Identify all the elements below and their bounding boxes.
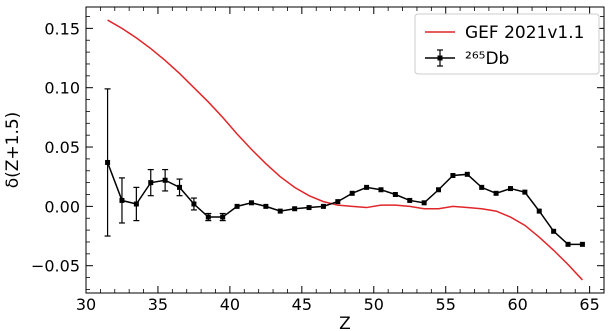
db-point <box>177 184 183 190</box>
db-point <box>407 197 413 203</box>
db-point <box>464 171 470 177</box>
db-point <box>565 241 571 247</box>
x-tick-label: 60 <box>507 295 527 314</box>
plot-layer <box>104 19 585 281</box>
db-point <box>378 187 384 193</box>
db-point <box>479 184 485 190</box>
db-point <box>436 187 442 193</box>
x-tick-label: 45 <box>292 295 312 314</box>
x-tick-label: 40 <box>220 295 240 314</box>
legend-db-swatch <box>425 49 455 67</box>
db-point <box>551 228 557 234</box>
db-point <box>133 201 139 207</box>
legend-gef-label: GEF 2021v1.1 <box>465 23 584 43</box>
db-point <box>364 184 370 190</box>
y-axis-label: δ(Z+1.5) <box>3 112 23 189</box>
x-tick-label: 55 <box>436 295 456 314</box>
db-point <box>392 192 398 198</box>
y-tick-label: −0.05 <box>31 257 80 276</box>
db-point <box>162 177 168 183</box>
db-point <box>234 203 240 209</box>
db-point <box>522 189 528 195</box>
db-point <box>579 241 585 247</box>
y-tick-label: 0.15 <box>44 19 80 38</box>
legend-box <box>414 13 600 75</box>
x-tick-label: 30 <box>76 295 96 314</box>
legend-db-marker <box>437 55 443 61</box>
series-gef-line <box>107 19 583 281</box>
x-tick-label: 35 <box>148 295 168 314</box>
db-point <box>320 203 326 209</box>
db-point <box>105 159 111 165</box>
db-point <box>421 200 427 206</box>
y-tick-label: 0.05 <box>44 138 80 157</box>
db-point <box>536 208 542 214</box>
x-tick-label: 50 <box>364 295 384 314</box>
y-tick-label: 0.00 <box>44 197 80 216</box>
series-db-line <box>106 162 583 246</box>
db-point <box>493 190 499 196</box>
db-point <box>191 201 197 207</box>
legend: GEF 2021v1.1 ²⁶⁵Db <box>414 13 600 75</box>
ticks-layer: 30 35 40 45 50 55 60 65 −0.05 0.00 0.05 0.10 0.15 <box>31 7 605 314</box>
db-point <box>148 180 154 186</box>
db-point <box>349 190 355 196</box>
db-point <box>263 203 269 209</box>
db-point <box>277 208 283 214</box>
legend-db-label: ²⁶⁵Db <box>465 49 509 69</box>
db-point <box>450 173 456 179</box>
db-point <box>205 214 211 220</box>
db-point <box>306 205 312 211</box>
db-point <box>335 199 341 205</box>
x-axis-label: Z <box>339 314 351 331</box>
x-tick-label: 65 <box>579 295 599 314</box>
y-tick-label: 0.10 <box>44 79 80 98</box>
db-point <box>220 214 226 220</box>
db-point <box>292 206 298 212</box>
db-point <box>248 200 254 206</box>
db-point <box>119 197 125 203</box>
db-point <box>507 186 513 192</box>
